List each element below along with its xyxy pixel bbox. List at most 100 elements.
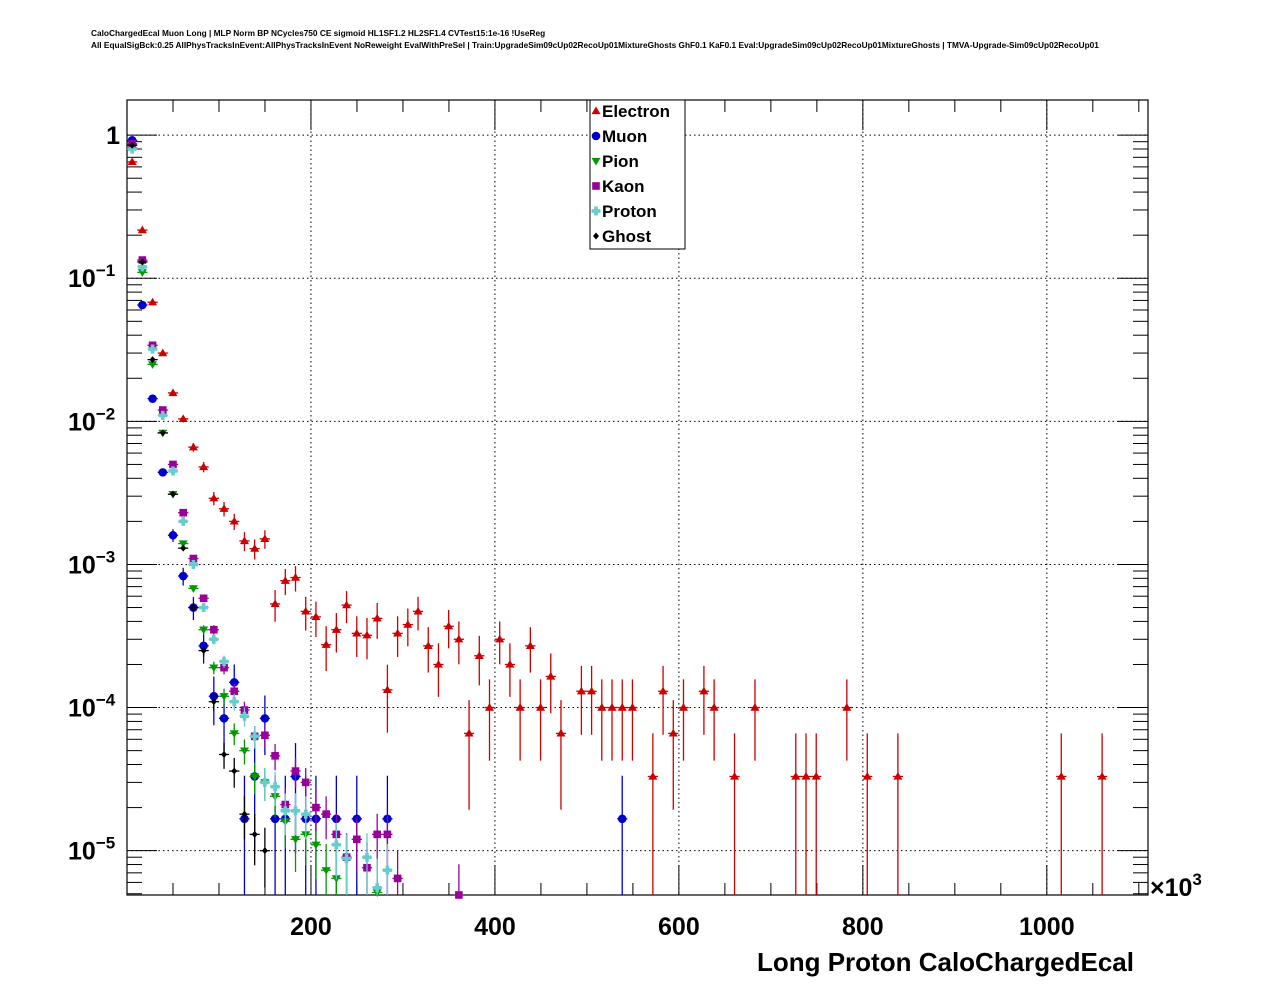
cross-marker-v <box>594 206 598 216</box>
y-tick-label: 1 <box>106 122 120 150</box>
data-point <box>178 516 189 526</box>
data-point <box>463 700 475 810</box>
data-point <box>280 569 291 596</box>
y-tick-base: 10 <box>68 408 96 436</box>
triangle-up-marker <box>597 703 607 711</box>
triangle-up-marker <box>280 576 290 584</box>
circle-marker <box>168 530 178 540</box>
triangle-up-marker <box>423 641 433 649</box>
triangle-up-marker <box>607 703 617 711</box>
triangle-up-marker <box>811 771 821 780</box>
data-point <box>147 361 158 369</box>
data-point <box>372 813 383 866</box>
data-point <box>127 141 138 149</box>
data-point <box>331 822 342 880</box>
square-marker <box>199 594 208 603</box>
cross-marker-v <box>160 410 165 420</box>
data-point <box>453 864 464 899</box>
data-point <box>290 566 301 592</box>
legend-entry-proton: Proton <box>591 202 657 221</box>
x-axis-label: Long Proton CaloChargedEcal <box>757 947 1134 977</box>
data-point <box>392 616 403 657</box>
data-point <box>606 679 618 761</box>
cross-marker-v <box>181 516 186 526</box>
diamond-marker <box>180 544 187 552</box>
diamond-marker <box>139 258 146 266</box>
y-tick-exponent: −3 <box>96 547 115 566</box>
square-marker <box>592 182 600 190</box>
triangle-up-marker <box>321 640 331 648</box>
data-point <box>239 796 250 840</box>
data-point <box>137 258 148 266</box>
triangle-up-marker <box>842 703 852 711</box>
data-point <box>372 603 383 639</box>
cross-marker-v <box>212 634 216 644</box>
triangle-up-marker <box>250 544 260 552</box>
circle-marker <box>138 300 147 310</box>
triangle-up-marker <box>678 703 688 711</box>
triangle-up-marker <box>454 634 464 643</box>
triangle-up-marker <box>342 600 352 609</box>
triangle-up-marker <box>709 703 719 711</box>
legend-label: Kaon <box>602 177 645 196</box>
data-point <box>657 665 669 735</box>
data-point <box>198 603 209 613</box>
legend-entry-kaon: Kaon <box>592 177 645 196</box>
x-axis-multiplier: ×103 <box>1150 870 1202 902</box>
y-tick-exponent: −4 <box>96 691 116 710</box>
cross-marker-v <box>263 777 267 787</box>
data-point <box>147 344 158 354</box>
cross-marker-v <box>303 809 308 819</box>
series-electron <box>127 157 1108 895</box>
triangle-up-marker <box>658 686 668 695</box>
cross-marker-v <box>283 806 288 816</box>
legend-entry-muon: Muon <box>591 127 647 146</box>
data-point <box>361 833 373 895</box>
data-point <box>647 733 658 895</box>
triangle-down-marker <box>178 540 188 549</box>
data-point <box>147 394 158 403</box>
legend-label: Muon <box>602 127 647 146</box>
data-point <box>198 462 209 473</box>
data-point <box>525 627 536 673</box>
data-point <box>280 793 291 836</box>
triangle-up-marker <box>301 606 311 615</box>
data-point <box>208 625 219 635</box>
cross-marker-v <box>273 782 277 792</box>
y-tick-label: 10−1 <box>68 261 115 293</box>
cross-marker-v <box>344 854 349 864</box>
y-tick-base: 10 <box>68 695 96 723</box>
square-marker <box>169 460 177 469</box>
square-marker <box>189 554 198 563</box>
diamond-marker <box>159 429 166 437</box>
legend-label: Proton <box>602 202 657 221</box>
square-marker <box>210 625 218 634</box>
triangle-up-marker <box>352 628 362 637</box>
triangle-up-marker <box>730 771 740 780</box>
data-point <box>392 850 403 895</box>
data-point <box>269 590 281 622</box>
triangle-down-marker <box>148 361 158 369</box>
data-point <box>259 827 270 888</box>
data-point <box>535 679 546 761</box>
triangle-up-marker <box>801 771 811 780</box>
x-tick-label: 800 <box>842 913 884 941</box>
data-point <box>157 468 168 477</box>
data-point <box>239 707 250 727</box>
data-point <box>862 733 873 895</box>
data-point <box>178 544 189 552</box>
data-point <box>218 655 230 668</box>
data-point <box>331 613 342 653</box>
y-tick-label: 10−5 <box>68 834 115 866</box>
data-point <box>269 771 281 807</box>
data-point <box>749 679 761 761</box>
data-point <box>127 144 138 154</box>
data-point <box>290 793 301 836</box>
data-point <box>351 616 362 657</box>
triangle-up-marker <box>291 573 301 581</box>
cross-marker-v <box>150 344 155 354</box>
x-multiplier-exponent: 3 <box>1192 870 1201 889</box>
data-point <box>443 610 454 649</box>
legend-label: Ghost <box>602 227 651 246</box>
